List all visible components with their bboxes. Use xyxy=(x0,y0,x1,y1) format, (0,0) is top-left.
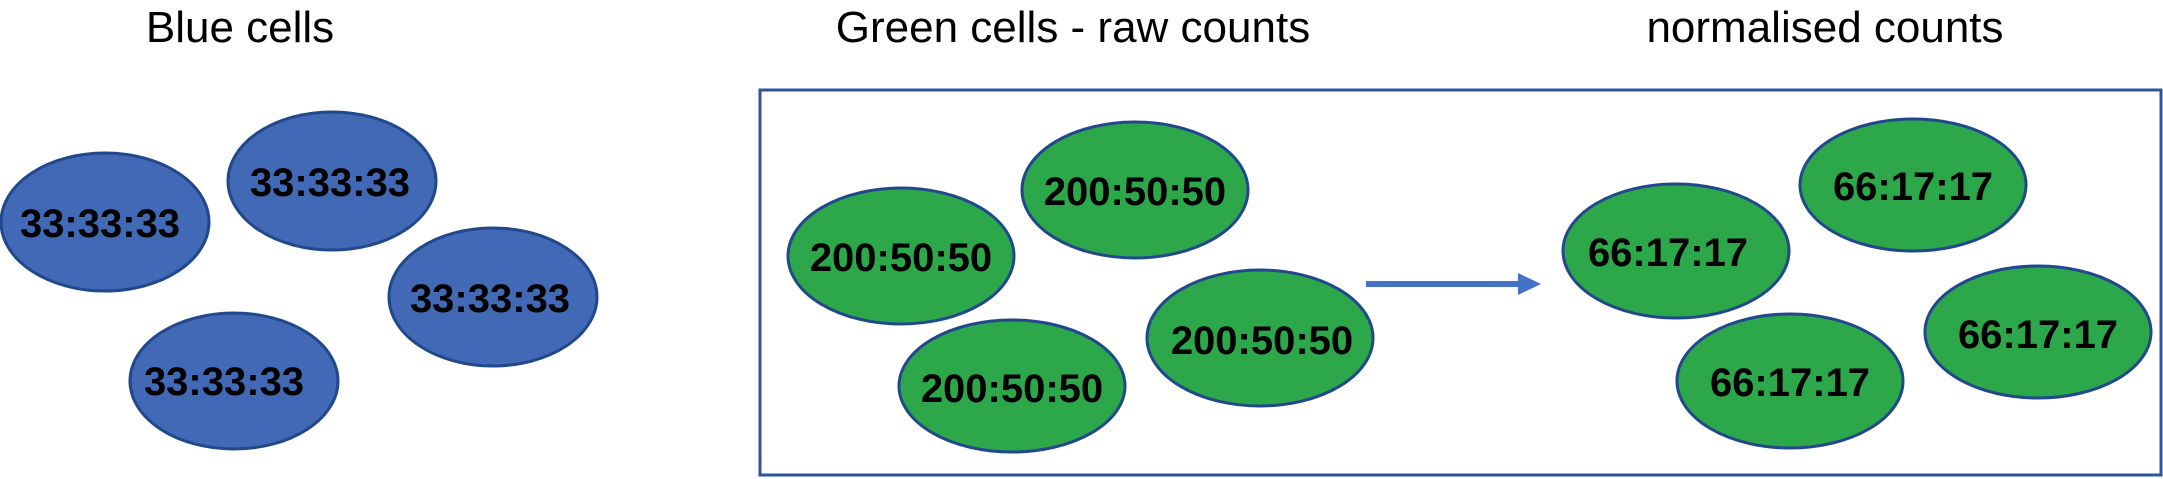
heading-normalised-counts: normalised counts xyxy=(1646,3,2003,52)
green-raw-cell-2-label: 200:50:50 xyxy=(1044,170,1226,214)
green-raw-cell-4-label: 200:50:50 xyxy=(921,367,1103,411)
blue-cell-4-label: 33:33:33 xyxy=(144,360,304,404)
green-raw-cell-1: 200:50:50 xyxy=(786,186,1016,326)
blue-cell-3-label: 33:33:33 xyxy=(410,277,570,321)
heading-blue-cells: Blue cells xyxy=(146,3,334,52)
blue-cell-2: 33:33:33 xyxy=(226,110,438,252)
right-arrow-icon xyxy=(1366,273,1541,295)
green-raw-cell-4: 200:50:50 xyxy=(897,318,1127,454)
green-norm-cell-3-label: 66:17:17 xyxy=(1958,313,2118,357)
green-norm-cell-3: 66:17:17 xyxy=(1923,264,2153,400)
green-norm-cell-1: 66:17:17 xyxy=(1561,182,1791,320)
blue-cell-4: 33:33:33 xyxy=(128,311,340,451)
green-norm-cell-4-label: 66:17:17 xyxy=(1710,361,1870,405)
blue-cell-1: 33:33:33 xyxy=(0,151,211,293)
green-raw-cell-2: 200:50:50 xyxy=(1020,120,1250,260)
heading-green-raw-counts: Green cells - raw counts xyxy=(836,3,1310,52)
green-raw-cell-3-label: 200:50:50 xyxy=(1171,319,1353,363)
green-cells-box xyxy=(758,88,2163,477)
green-raw-cell-3: 200:50:50 xyxy=(1145,268,1375,408)
green-raw-cell-1-label: 200:50:50 xyxy=(810,236,992,280)
blue-cell-1-label: 33:33:33 xyxy=(20,202,180,246)
green-norm-cell-4: 66:17:17 xyxy=(1675,312,1905,450)
green-norm-cell-2-label: 66:17:17 xyxy=(1833,165,1993,209)
green-norm-cell-2: 66:17:17 xyxy=(1798,117,2028,253)
green-norm-cell-1-label: 66:17:17 xyxy=(1588,231,1748,275)
blue-cell-3: 33:33:33 xyxy=(387,226,599,368)
blue-cell-2-label: 33:33:33 xyxy=(250,161,410,205)
